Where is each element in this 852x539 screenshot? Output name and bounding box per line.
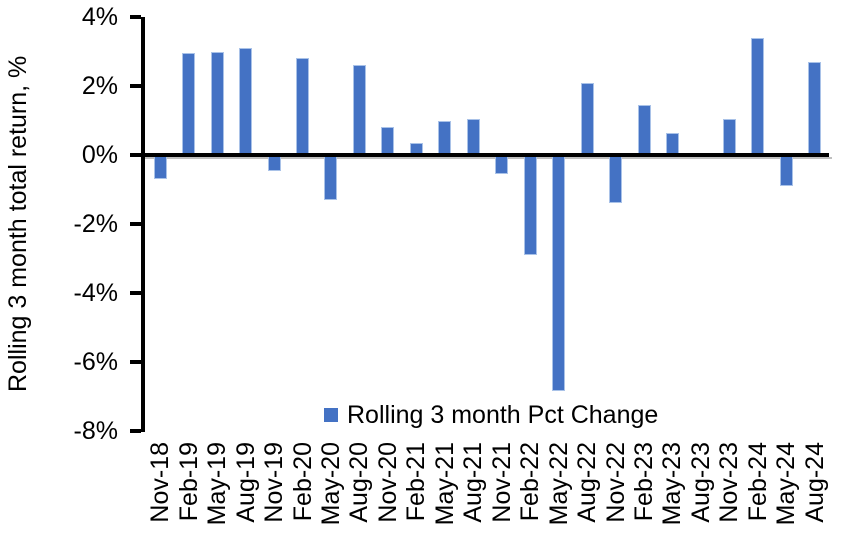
y-axis-tick: [130, 84, 141, 88]
bar: [324, 155, 338, 200]
x-tick-label: May-21: [430, 442, 459, 526]
legend: Rolling 3 month Pct Change: [324, 401, 658, 429]
y-tick-label: 2%: [81, 72, 118, 100]
y-tick-label: -4%: [73, 279, 118, 307]
legend-label: Rolling 3 month Pct Change: [347, 400, 659, 429]
zero-axis-line: [141, 153, 829, 157]
x-tick-label: Aug-20: [345, 442, 374, 523]
bar: [523, 155, 537, 256]
y-axis-tick: [130, 15, 141, 19]
bar: [808, 61, 822, 155]
y-tick-label: 4%: [81, 3, 118, 31]
bar: [495, 155, 509, 174]
x-tick-label: Feb-22: [516, 442, 545, 522]
bar: [438, 120, 452, 155]
x-tick-label: May-23: [658, 442, 687, 526]
bar: [267, 155, 281, 171]
x-tick-label: Aug-19: [231, 442, 260, 523]
bar: [182, 53, 196, 155]
legend-swatch: [324, 408, 338, 422]
x-tick-label: Aug-23: [686, 442, 715, 523]
bar: [381, 127, 395, 155]
x-tick-label: Nov-20: [373, 442, 402, 523]
bar: [296, 58, 310, 155]
bar: [609, 155, 623, 204]
bar: [637, 104, 651, 155]
x-tick-label: May-22: [544, 442, 573, 526]
x-tick-label: May-24: [772, 442, 801, 526]
x-tick-label: Nov-23: [715, 442, 744, 523]
x-tick-label: Feb-24: [743, 442, 772, 522]
bar: [352, 65, 366, 155]
y-axis-tick: [130, 291, 141, 295]
bar: [239, 48, 253, 155]
bar: [722, 118, 736, 155]
bar: [210, 51, 224, 155]
y-tick-label: 0%: [81, 141, 118, 169]
bar: [751, 37, 765, 155]
x-tick-label: Nov-22: [601, 442, 630, 523]
x-tick-label: Nov-19: [260, 442, 289, 523]
bar: [580, 82, 594, 155]
x-tick-label: May-19: [203, 442, 232, 526]
x-tick-label: Feb-23: [630, 442, 659, 522]
zero-line-shadow: [141, 157, 832, 159]
x-tick-label: Feb-20: [288, 442, 317, 522]
y-axis-tick: [130, 429, 141, 433]
bar: [665, 132, 679, 155]
y-tick-label: -8%: [73, 417, 118, 445]
y-axis-tick: [130, 222, 141, 226]
y-axis-line: [141, 17, 145, 432]
x-tick-label: Feb-21: [402, 442, 431, 522]
y-tick-label: -6%: [73, 348, 118, 376]
bar: [552, 155, 566, 392]
y-tick-label: -2%: [73, 210, 118, 238]
x-tick-label: Nov-21: [487, 442, 516, 523]
bar: [779, 155, 793, 187]
bar: [466, 118, 480, 155]
x-tick-label: Nov-18: [146, 442, 175, 523]
x-tick-label: Aug-21: [459, 442, 488, 523]
x-tick-label: Aug-24: [800, 442, 829, 523]
y-axis-tick: [130, 153, 141, 157]
x-tick-label: Feb-19: [174, 442, 203, 522]
x-tick-label: May-20: [316, 442, 345, 526]
y-axis-tick: [130, 360, 141, 364]
bar: [153, 155, 167, 180]
x-tick-label: Aug-22: [573, 442, 602, 523]
